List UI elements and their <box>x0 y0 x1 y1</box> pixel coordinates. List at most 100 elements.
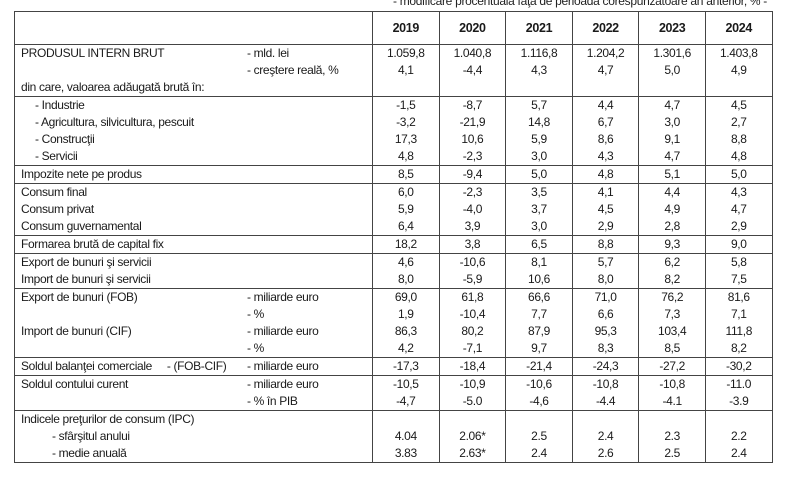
value-cell-2023: 4,9 <box>638 201 706 218</box>
table-row: - Construcţii 17,3 10,6 5,9 8,6 9,1 8,8 <box>14 131 773 148</box>
value-cell-2020: -18,4 <box>438 357 507 376</box>
value-cell-2024: 2,9 <box>704 218 773 236</box>
value-cell-2019: 18,2 <box>372 235 440 254</box>
table-row: - % 1,9 -10,4 7,7 6,6 7,3 7,1 <box>14 306 773 323</box>
row-unit: - % <box>247 341 264 355</box>
value-cell-2020: -2,3 <box>438 148 507 166</box>
row-unit: - miliarde euro <box>247 359 319 373</box>
row-label: Soldul balanţei comerciale - (FOB-CIF) <box>21 359 227 373</box>
value-cell-2024: 5,8 <box>704 253 773 271</box>
value-cell-2022: 2.4 <box>571 428 640 445</box>
row-group: Soldul balanţei comerciale - (FOB-CIF) - … <box>14 357 773 376</box>
row-group: Formarea brută de capital fix 18,2 3,8 6,5 8… <box>14 235 773 254</box>
value-cell-2019: 4,6 <box>372 253 440 271</box>
year-header-2023: 2023 <box>638 11 706 45</box>
table-row: - Servicii 4,8 -2,3 3,0 4,3 4,7 4,8 <box>14 148 773 166</box>
value-cell-2020: -5.0 <box>438 393 507 411</box>
table-row: Consum privat 5,9 -4,0 3,7 4,5 4,9 4,7 <box>14 201 773 218</box>
table-row: Export de bunuri şi servicii 4,6 -10,6 8,1 5… <box>14 253 773 271</box>
row-label-cell: - % în PIB <box>14 393 373 411</box>
row-label: Import de bunuri (CIF) <box>21 324 132 338</box>
row-label-cell: Consum final <box>14 183 373 201</box>
value-cell-2021: 3,5 <box>505 183 573 201</box>
row-label-cell: - creştere reală, % <box>14 62 373 79</box>
row-label-cell: Export de bunuri şi servicii <box>14 253 373 271</box>
row-label-cell: - medie anuală <box>14 445 373 463</box>
value-cell-2024 <box>704 79 773 97</box>
table-row: Consum final 6,0 -2,3 3,5 4,1 4,4 4,3 <box>14 183 773 201</box>
value-cell-2022: 8,3 <box>571 340 640 358</box>
value-cell-2023: 7,3 <box>638 306 706 323</box>
value-cell-2023: 8,2 <box>638 271 706 289</box>
value-cell-2023: 8,5 <box>638 340 706 358</box>
value-cell-2019: 6,0 <box>372 183 440 201</box>
value-cell-2022: 4,4 <box>571 96 640 114</box>
value-cell-2020: -21,9 <box>438 114 507 131</box>
value-cell-2021: 87,9 <box>505 323 573 340</box>
value-cell-2019: 1,9 <box>372 306 440 323</box>
value-cell-2021: 2.4 <box>505 445 573 463</box>
macroeconomic-indicators-table: 2019 2020 2021 2022 2023 2024 PRODUSUL INTERN… <box>14 11 773 463</box>
value-cell-2020: -9,4 <box>438 165 507 184</box>
value-cell-2022: 4,5 <box>571 201 640 218</box>
table-row: Indicele preţurilor de consum (IPC) <box>14 410 773 428</box>
value-cell-2021: 5,7 <box>505 96 573 114</box>
row-label-cell: Soldul contului curent - miliarde euro <box>14 375 373 393</box>
value-cell-2024: 8,8 <box>704 131 773 148</box>
value-cell-2023 <box>638 79 706 97</box>
value-cell-2020: -8,7 <box>438 96 507 114</box>
row-label-cell: Export de bunuri (FOB) - miliarde euro <box>14 288 373 306</box>
value-cell-2020: -10,6 <box>438 253 507 271</box>
row-unit: - creştere reală, % <box>247 63 339 77</box>
header-blank-cell <box>14 11 373 45</box>
value-cell-2020 <box>438 79 507 97</box>
row-label: Export de bunuri şi servicii <box>21 255 152 269</box>
row-label-cell: - Agricultura, silvicultura, pescuit <box>14 114 373 131</box>
value-cell-2020: 61,8 <box>438 288 507 306</box>
value-cell-2023: -27,2 <box>638 357 706 376</box>
value-cell-2022: 1.204,2 <box>571 44 640 62</box>
value-cell-2023: 9,1 <box>638 131 706 148</box>
value-cell-2024: 5,0 <box>704 165 773 184</box>
value-cell-2019: 4.04 <box>372 428 440 445</box>
table-header: 2019 2020 2021 2022 2023 2024 <box>14 11 773 45</box>
value-cell-2023: 4,7 <box>638 96 706 114</box>
value-cell-2019: 4,1 <box>372 62 440 79</box>
table-row: PRODUSUL INTERN BRUT - mld. lei 1.059,8 1.0… <box>14 44 773 62</box>
row-label-cell: din care, valoarea adăugată brută în: <box>14 79 373 97</box>
value-cell-2024: 4,9 <box>704 62 773 79</box>
row-label-cell: Soldul balanţei comerciale - (FOB-CIF) - … <box>14 357 373 376</box>
table-row: - Industrie -1,5 -8,7 5,7 4,4 4,7 4,5 <box>14 96 773 114</box>
row-group: Export de bunuri (FOB) - miliarde euro 69,… <box>14 288 773 358</box>
value-cell-2020: 80,2 <box>438 323 507 340</box>
value-cell-2023: 4,7 <box>638 148 706 166</box>
row-unit: - miliarde euro <box>247 377 319 391</box>
row-label-cell: - % <box>14 306 373 323</box>
table-row: Formarea brută de capital fix 18,2 3,8 6,5 8… <box>14 235 773 254</box>
value-cell-2020: -7,1 <box>438 340 507 358</box>
row-group: Consum final 6,0 -2,3 3,5 4,1 4,4 4,3 Consum pr… <box>14 183 773 236</box>
value-cell-2023: -10,8 <box>638 375 706 393</box>
value-cell-2020: -4,0 <box>438 201 507 218</box>
value-cell-2024: 1.403,8 <box>704 44 773 62</box>
row-label: - Construcţii <box>35 132 95 146</box>
value-cell-2021: 66,6 <box>505 288 573 306</box>
value-cell-2024: -11.0 <box>704 375 773 393</box>
table-subtitle: - modificare procentuală faţă de perioad… <box>392 0 768 8</box>
row-label: Soldul contului curent <box>21 377 129 391</box>
value-cell-2024: 81,6 <box>704 288 773 306</box>
value-cell-2019: -3,2 <box>372 114 440 131</box>
row-label: Consum guvernamental <box>21 219 142 233</box>
row-label: - sfârşitul anului <box>52 429 130 443</box>
row-label-cell: - Construcţii <box>14 131 373 148</box>
value-cell-2019: 8,5 <box>372 165 440 184</box>
value-cell-2021: 1.116,8 <box>505 44 573 62</box>
row-group: PRODUSUL INTERN BRUT - mld. lei 1.059,8 1.0… <box>14 44 773 97</box>
value-cell-2019: 3.83 <box>372 445 440 463</box>
row-unit: - miliarde euro <box>247 290 319 304</box>
value-cell-2023: 76,2 <box>638 288 706 306</box>
row-label-cell: PRODUSUL INTERN BRUT - mld. lei <box>14 44 373 62</box>
value-cell-2021: 3,0 <box>505 148 573 166</box>
table-row: din care, valoarea adăugată brută în: <box>14 79 773 97</box>
value-cell-2023: 5,1 <box>638 165 706 184</box>
